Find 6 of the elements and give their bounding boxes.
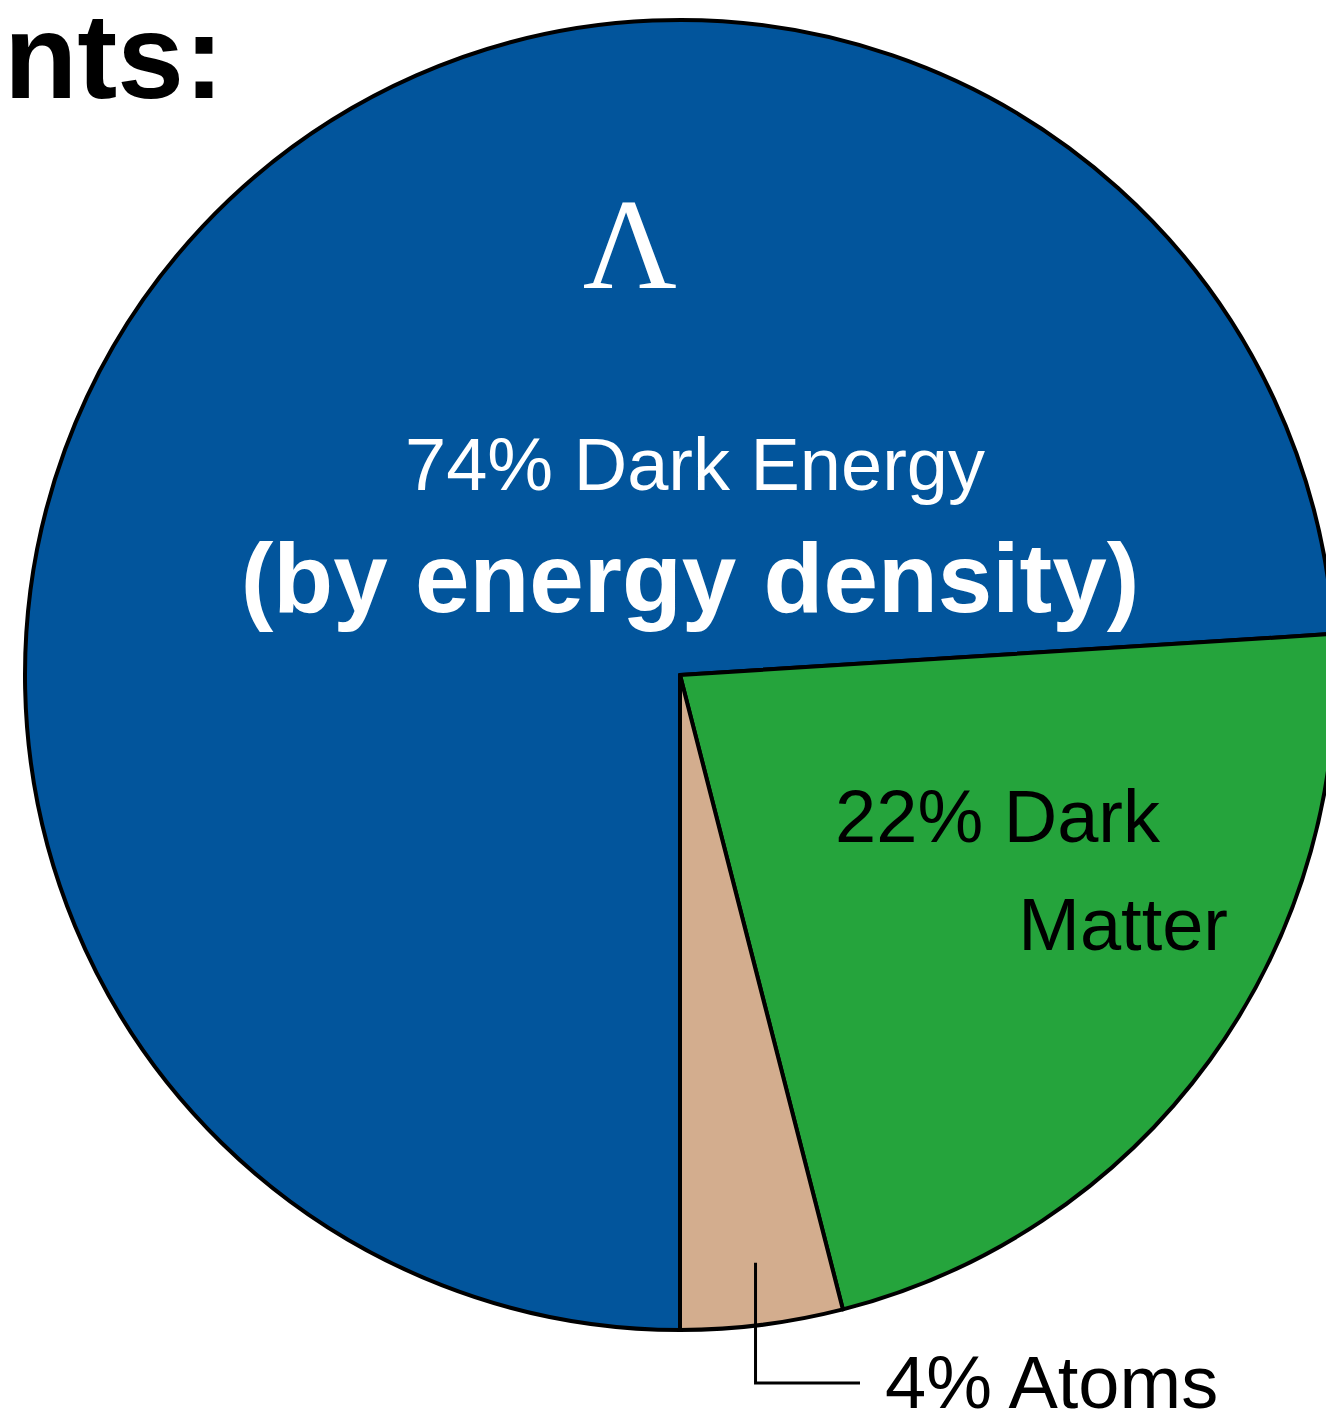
slice-label: 74% Dark Energy [405,423,985,506]
text: (by energy density) [240,523,1140,633]
slice-label: 4% Atoms [885,1341,1219,1416]
chart-title: nts: [4,0,224,123]
slice-label: 22% Dark Matter [835,775,1228,966]
text: Λ [582,172,678,316]
